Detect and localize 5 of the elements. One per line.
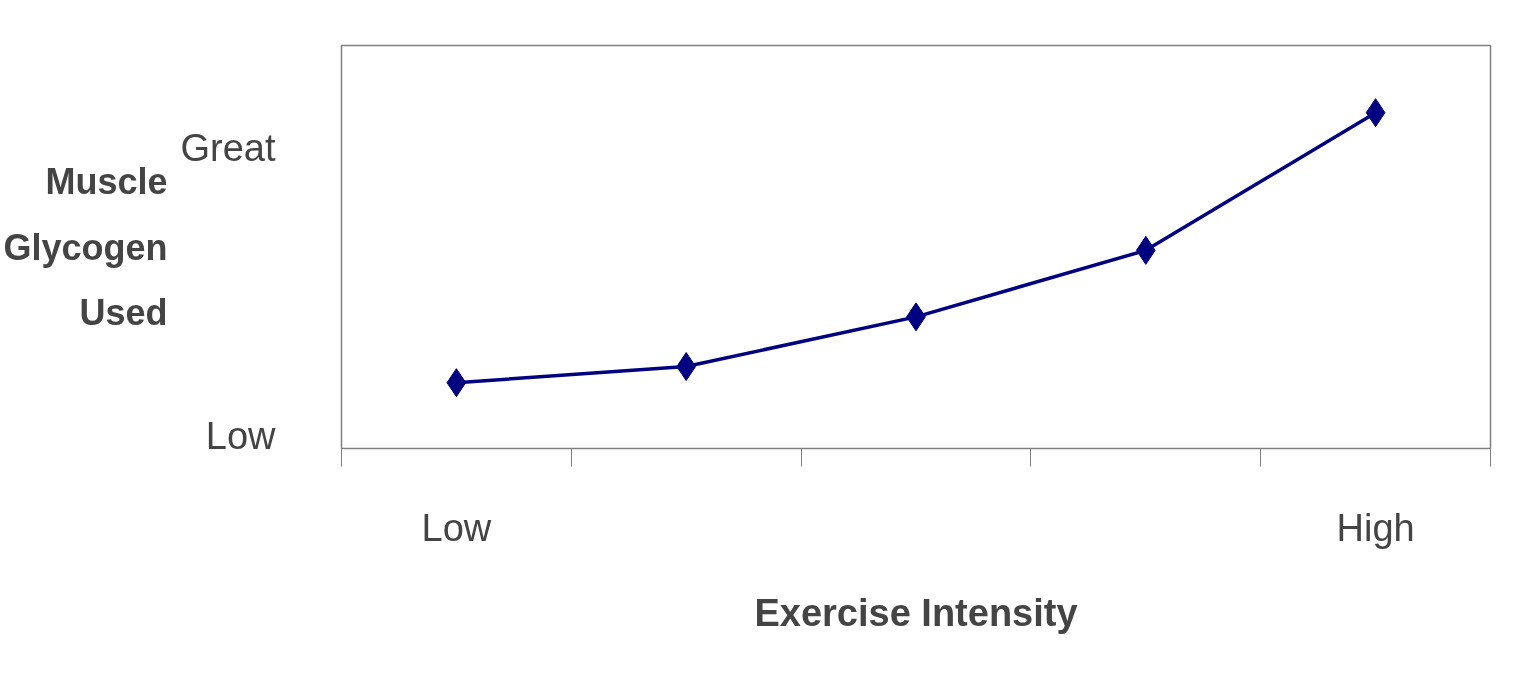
y-axis-title: Muscle Glycogen Used [3,160,168,334]
x-tick-label: High [1336,506,1415,549]
x-axis-title: Exercise Intensity [754,591,1078,634]
text: Low [205,415,277,458]
text: Great [180,127,276,170]
